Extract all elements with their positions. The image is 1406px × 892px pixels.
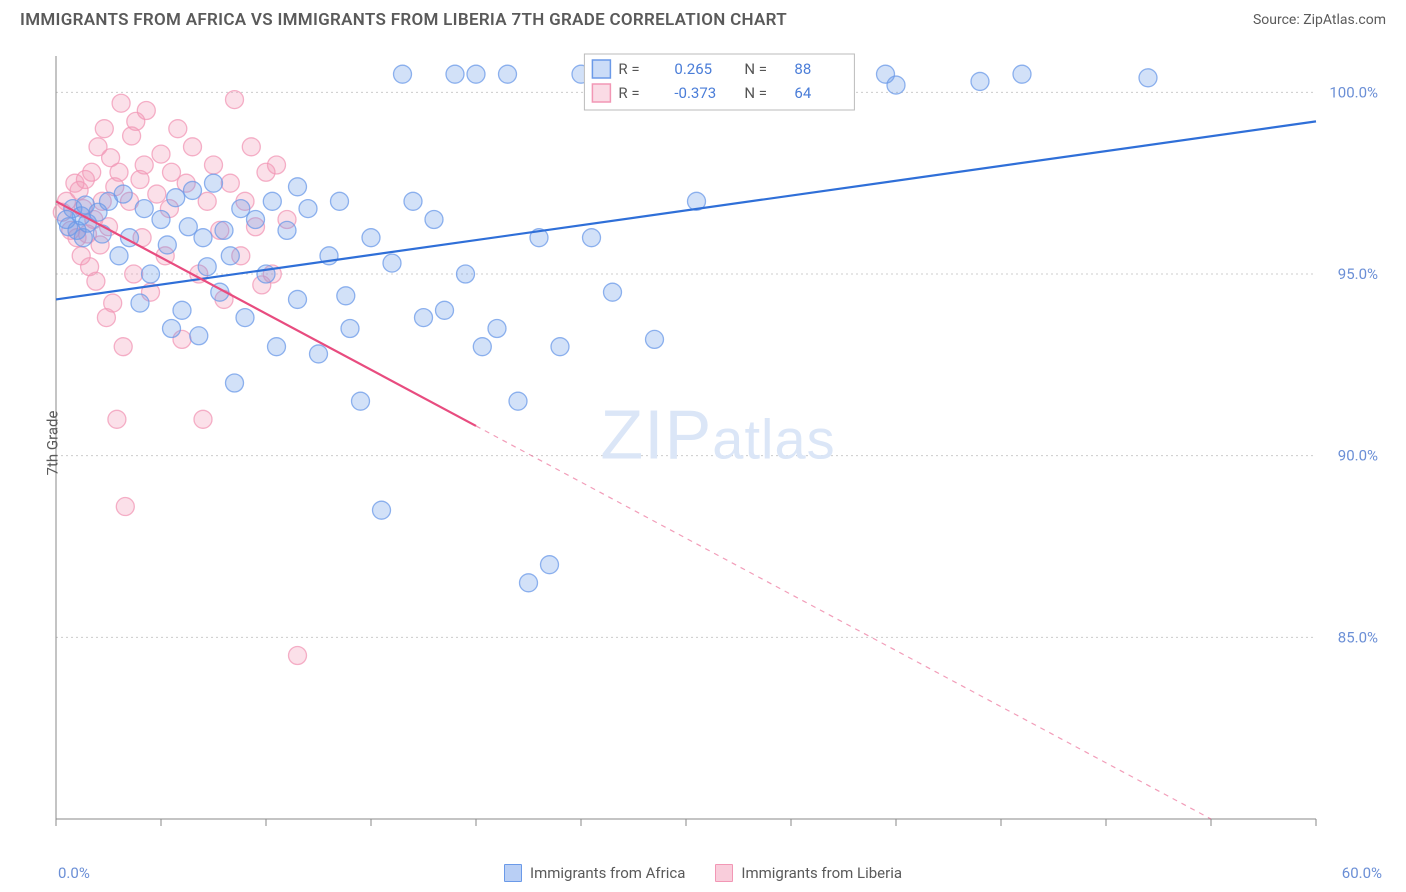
svg-text:R =: R = xyxy=(618,60,639,78)
chart-source: Source: ZipAtlas.com xyxy=(1253,12,1386,28)
svg-text:95.0%: 95.0% xyxy=(1338,265,1378,283)
svg-text:88: 88 xyxy=(794,60,811,78)
svg-text:ZIPatlas: ZIPatlas xyxy=(600,395,835,473)
svg-text:90.0%: 90.0% xyxy=(1338,447,1378,465)
scatter-plot: 85.0% 90.0% 95.0% 100.0% ZIPatlas R = 0.265 N =… xyxy=(50,48,1386,837)
svg-text:R =: R = xyxy=(618,84,639,102)
svg-text:85.0%: 85.0% xyxy=(1338,628,1378,646)
legend-label: Immigrants from Africa xyxy=(530,864,685,882)
legend-item-africa: Immigrants from Africa xyxy=(504,864,685,882)
chart-title: IMMIGRANTS FROM AFRICA VS IMMIGRANTS FRO… xyxy=(20,10,787,30)
legend-label: Immigrants from Liberia xyxy=(741,864,902,882)
svg-text:100.0%: 100.0% xyxy=(1329,83,1378,101)
svg-text:N =: N = xyxy=(744,84,767,102)
svg-text:N =: N = xyxy=(744,60,767,78)
svg-text:-0.373: -0.373 xyxy=(674,84,716,102)
legend-bottom: Immigrants from Africa Immigrants from L… xyxy=(0,864,1406,882)
legend-swatch-icon xyxy=(504,864,522,882)
svg-text:0.265: 0.265 xyxy=(674,60,712,78)
y-axis-label: 7th Grade xyxy=(43,410,61,475)
svg-text:64: 64 xyxy=(794,84,811,102)
chart-area: 7th Grade 85.0%90.0%95.0%100.0%ZIPatlasR… xyxy=(50,48,1386,837)
chart-header: IMMIGRANTS FROM AFRICA VS IMMIGRANTS FRO… xyxy=(0,0,1406,35)
legend-item-liberia: Immigrants from Liberia xyxy=(715,864,902,882)
legend-swatch-icon xyxy=(715,864,733,882)
